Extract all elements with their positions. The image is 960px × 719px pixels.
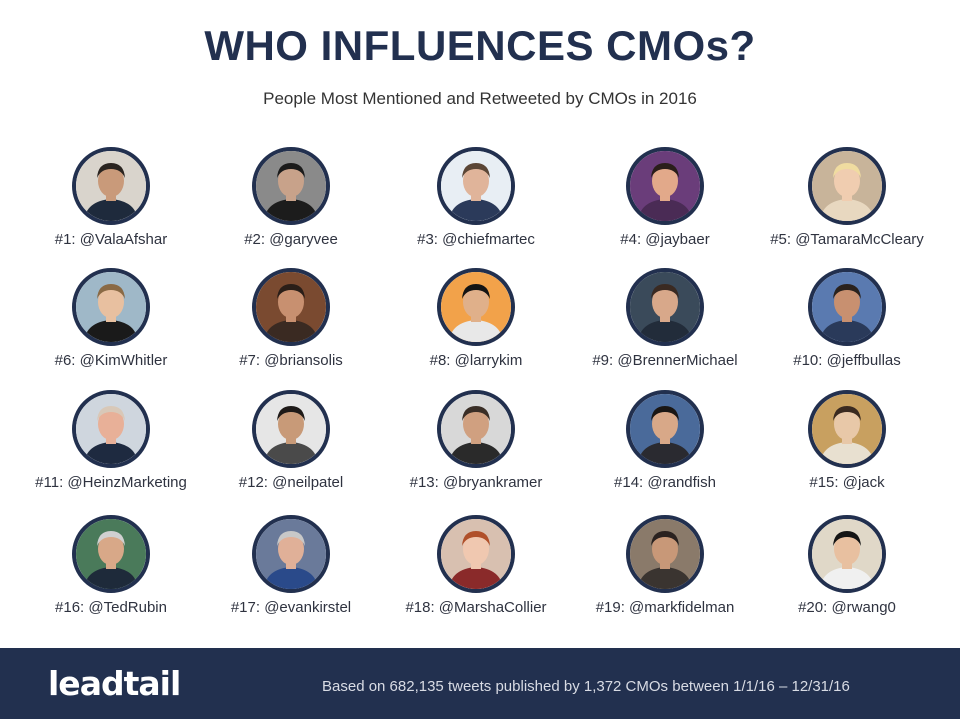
avatar — [252, 147, 330, 225]
influencer-card: #11: @HeinzMarketing — [11, 390, 211, 491]
logo-tail-text: tail — [123, 664, 182, 703]
avatar — [437, 390, 515, 468]
influencer-label: #1: @ValaAfshar — [54, 231, 168, 248]
influencer-label: #3: @chiefmartec — [417, 231, 535, 248]
influencer-card: #13: @bryankramer — [376, 390, 576, 491]
influencer-card: #10: @jeffbullas — [747, 268, 947, 369]
influencer-label: #4: @jaybaer — [620, 231, 710, 248]
avatar — [808, 268, 886, 346]
influencer-label: #12: @neilpatel — [238, 474, 344, 491]
avatar — [437, 268, 515, 346]
avatar-portrait — [441, 394, 511, 464]
avatar-portrait — [256, 394, 326, 464]
avatar — [626, 390, 704, 468]
avatar-portrait — [630, 394, 700, 464]
page-title: WHO INFLUENCES CMOs? — [204, 22, 756, 69]
influencer-card: #15: @jack — [747, 390, 947, 491]
influencer-label: #13: @bryankramer — [409, 474, 543, 491]
avatar — [72, 268, 150, 346]
influencer-label: #16: @TedRubin — [55, 599, 167, 616]
avatar-portrait — [812, 272, 882, 342]
avatar — [72, 147, 150, 225]
influencer-card: #1: @ValaAfshar — [11, 147, 211, 248]
influencer-label: #10: @jeffbullas — [793, 352, 901, 369]
avatar — [72, 515, 150, 593]
influencer-label: #8: @larrykim — [429, 352, 523, 369]
influencer-label: #7: @briansolis — [239, 352, 343, 369]
avatar-portrait — [812, 519, 882, 589]
influencer-grid: #1: @ValaAfshar #2: @garyvee #3: @chiefmar… — [11, 147, 947, 616]
avatar-portrait — [441, 151, 511, 221]
avatar — [808, 147, 886, 225]
avatar-portrait — [256, 519, 326, 589]
influencer-card: #7: @briansolis — [191, 268, 391, 369]
avatar-portrait — [630, 272, 700, 342]
page-subtitle: People Most Mentioned and Retweeted by C… — [263, 89, 697, 108]
influencer-card: #5: @TamaraMcCleary — [747, 147, 947, 248]
avatar — [808, 390, 886, 468]
avatar-portrait — [630, 151, 700, 221]
influencer-label: #11: @HeinzMarketing — [35, 474, 187, 491]
avatar — [252, 515, 330, 593]
influencer-card: #6: @KimWhitler — [11, 268, 211, 369]
avatar — [808, 515, 886, 593]
avatar — [252, 268, 330, 346]
avatar — [626, 268, 704, 346]
source-footnote: Based on 682,135 tweets published by 1,3… — [322, 678, 850, 695]
influencer-card: #8: @larrykim — [376, 268, 576, 369]
influencer-label: #6: @KimWhitler — [54, 352, 168, 369]
avatar-portrait — [441, 519, 511, 589]
influencer-card: #19: @markfidelman — [565, 515, 765, 616]
influencer-card: #16: @TedRubin — [11, 515, 211, 616]
footer-bar: leadtail Based on 682,135 tweets publish… — [0, 648, 960, 719]
avatar-portrait — [76, 394, 146, 464]
avatar-portrait — [76, 272, 146, 342]
leadtail-logo: leadtail — [48, 664, 182, 703]
influencer-card: #12: @neilpatel — [191, 390, 391, 491]
influencer-label: #19: @markfidelman — [595, 599, 735, 616]
avatar-portrait — [76, 151, 146, 221]
avatar-portrait — [441, 272, 511, 342]
influencer-label: #17: @evankirstel — [230, 599, 352, 616]
avatar — [626, 515, 704, 593]
influencer-card: #14: @randfish — [565, 390, 765, 491]
influencer-card: #18: @MarshaCollier — [376, 515, 576, 616]
avatar — [437, 515, 515, 593]
avatar — [72, 390, 150, 468]
influencer-label: #14: @randfish — [614, 474, 716, 491]
influencer-card: #4: @jaybaer — [565, 147, 765, 248]
influencer-card: #9: @BrennerMichael — [565, 268, 765, 369]
influencer-label: #20: @rwang0 — [798, 599, 896, 616]
influencer-card: #17: @evankirstel — [191, 515, 391, 616]
avatar-portrait — [630, 519, 700, 589]
avatar — [252, 390, 330, 468]
avatar-portrait — [256, 151, 326, 221]
influencer-label: #5: @TamaraMcCleary — [770, 231, 924, 248]
avatar-portrait — [812, 394, 882, 464]
avatar-portrait — [812, 151, 882, 221]
influencer-label: #2: @garyvee — [244, 231, 338, 248]
avatar — [626, 147, 704, 225]
avatar-portrait — [76, 519, 146, 589]
influencer-card: #20: @rwang0 — [747, 515, 947, 616]
influencer-card: #2: @garyvee — [191, 147, 391, 248]
avatar-portrait — [256, 272, 326, 342]
influencer-card: #3: @chiefmartec — [376, 147, 576, 248]
avatar — [437, 147, 515, 225]
influencer-label: #15: @jack — [809, 474, 885, 491]
influencer-label: #18: @MarshaCollier — [405, 599, 547, 616]
influencer-label: #9: @BrennerMichael — [592, 352, 738, 369]
logo-lead-text: lead — [48, 664, 125, 703]
